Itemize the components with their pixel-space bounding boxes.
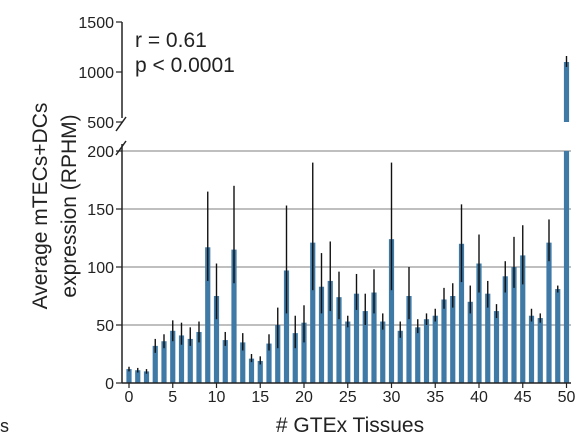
bar (275, 325, 281, 383)
bar (555, 289, 561, 383)
bar (240, 342, 246, 383)
break-mark (115, 140, 127, 156)
bar-upper (563, 62, 570, 122)
bar (362, 311, 368, 383)
bar (213, 296, 220, 383)
bar (178, 335, 185, 383)
bar (327, 280, 333, 383)
bar (196, 331, 202, 383)
bar (126, 369, 132, 383)
bar (476, 263, 482, 383)
bar (248, 358, 255, 383)
bar (345, 321, 351, 383)
bar (161, 341, 167, 383)
upper-tick-label: 500 (87, 115, 114, 132)
stat-p: p < 0.0001 (135, 54, 235, 77)
bar (528, 315, 535, 383)
bar (388, 239, 395, 383)
bar (283, 270, 290, 383)
bar (143, 371, 150, 383)
x-ticks: 0 5 10 15 20 25 30 35 40 45 50 (125, 383, 576, 406)
upper-tick-label: 1000 (78, 65, 114, 82)
bar (152, 345, 158, 383)
bar (415, 327, 421, 383)
y-tick-label: 0 (105, 376, 114, 393)
lower-panel: 0 50 100 150 200 0 5 10 15 20 25 30 35 40 45 50 (87, 56, 576, 406)
y-axis-title-line2: expression (RPHM) (58, 114, 81, 297)
y-axis-title-line1: Average mTECs+DCs (29, 103, 52, 310)
stat-r: r = 0.61 (135, 29, 207, 52)
bar (563, 151, 570, 383)
cut-off-text: s (0, 416, 9, 436)
x-axis-title: # GTEx Tissues (276, 414, 424, 437)
x-tick-label: 40 (470, 389, 488, 406)
bar (502, 276, 508, 383)
bar (450, 296, 456, 383)
bar (170, 330, 176, 383)
bar (231, 249, 237, 383)
bar (371, 292, 377, 383)
x-tick-label: 5 (168, 389, 177, 406)
bar (292, 333, 298, 383)
bar (353, 293, 360, 383)
axis-break-marks (115, 116, 127, 156)
x-tick-label: 10 (208, 389, 226, 406)
y-tick-label: 200 (87, 144, 114, 161)
bar (380, 321, 386, 383)
x-tick-label: 35 (426, 389, 444, 406)
y-tick-label: 50 (96, 318, 114, 335)
upper-tick-label: 1500 (78, 15, 114, 32)
bar (467, 301, 473, 383)
x-tick-label: 20 (295, 389, 313, 406)
bar (537, 318, 543, 383)
bar (257, 360, 263, 383)
upper-panel: 500 1000 1500 r = 0.61 p < 0.0001 (78, 15, 234, 132)
bar (406, 296, 412, 383)
bar (397, 330, 403, 383)
bar (493, 311, 500, 383)
bar (511, 267, 517, 383)
bar (310, 242, 316, 383)
y-tick-label: 100 (87, 260, 114, 277)
bar (135, 370, 141, 383)
bar (423, 319, 430, 383)
bar (546, 242, 552, 383)
bar (187, 338, 193, 383)
x-tick-label: 30 (383, 389, 401, 406)
bar (432, 315, 438, 383)
x-tick-label: 15 (251, 389, 269, 406)
bar (485, 293, 491, 383)
bar (441, 299, 447, 383)
bar (205, 247, 211, 383)
break-mark (115, 116, 127, 132)
x-tick-label: 0 (125, 389, 134, 406)
bar (222, 340, 228, 383)
x-tick-label: 50 (558, 389, 576, 406)
bar (318, 286, 325, 383)
x-tick-label: 25 (339, 389, 357, 406)
bar (301, 322, 307, 383)
x-tick-label: 45 (514, 389, 532, 406)
y-tick-label: 150 (87, 202, 114, 219)
bar (520, 255, 526, 383)
bars (126, 56, 570, 383)
bar (458, 243, 465, 383)
bar (266, 343, 272, 383)
bar (336, 297, 342, 383)
